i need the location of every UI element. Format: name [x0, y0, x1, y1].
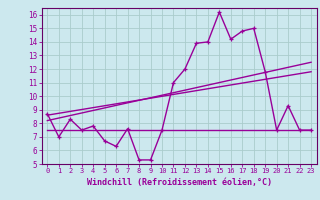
X-axis label: Windchill (Refroidissement éolien,°C): Windchill (Refroidissement éolien,°C) [87, 178, 272, 187]
